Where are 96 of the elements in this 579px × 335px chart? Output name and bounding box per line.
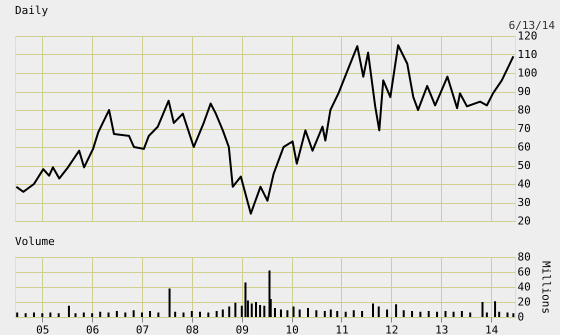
bar: [168, 288, 171, 317]
text: 6/13/14: [508, 19, 556, 32]
chart-title: Volume: [15, 235, 55, 248]
y-tick-label: 70: [518, 122, 531, 135]
bar: [352, 310, 355, 317]
bar: [250, 304, 253, 317]
bar: [82, 312, 85, 317]
bar: [207, 312, 210, 317]
y-tick-label: 0: [518, 310, 524, 324]
bar: [244, 282, 246, 317]
y-tick-label: 20: [518, 214, 531, 228]
bar: [428, 311, 430, 317]
bar: [330, 310, 332, 317]
x-tick-label: 09: [236, 324, 249, 335]
y-tick-label: 60: [518, 140, 531, 154]
bar: [378, 306, 380, 317]
chart-title: Daily: [15, 4, 48, 17]
bar: [199, 312, 202, 317]
bar: [132, 310, 135, 317]
bar: [482, 302, 484, 317]
bar: [307, 308, 310, 317]
bar: [49, 312, 52, 317]
bar: [32, 312, 35, 317]
bar: [190, 311, 193, 317]
x-tick-label: 14: [484, 324, 499, 335]
bar: [452, 312, 455, 317]
bar: [222, 310, 224, 317]
x-tick-label: 08: [186, 324, 199, 335]
y-axis-title: Millions: [540, 261, 553, 314]
y-tick-label: 60: [518, 266, 531, 278]
bar: [292, 306, 295, 317]
bar: [486, 312, 488, 317]
y-tick-label: 30: [518, 196, 531, 209]
bar: [74, 313, 76, 317]
x-tick-label: 10: [286, 324, 299, 335]
y-tick-label: 110: [518, 48, 538, 61]
bar: [41, 313, 44, 317]
bar: [182, 312, 184, 317]
x-tick-label: 07: [136, 324, 150, 335]
bar: [234, 302, 236, 317]
y-tick-label: 20: [518, 296, 531, 308]
bar: [395, 304, 398, 317]
bar: [259, 305, 262, 317]
bar: [58, 313, 60, 317]
bar: [24, 313, 27, 317]
bar: [174, 312, 176, 317]
line-series: [15, 44, 514, 215]
bar: [469, 312, 472, 317]
bar: [254, 302, 257, 317]
bar: [436, 312, 438, 317]
x-tick-label: 13: [435, 324, 448, 335]
bar: [263, 306, 266, 317]
y-tick-label: 40: [518, 178, 531, 190]
y-tick-label: 50: [518, 159, 531, 172]
y-tick-label: 120: [518, 30, 538, 42]
bar: [344, 312, 347, 317]
bar: [336, 311, 338, 317]
x-tick-label: 06: [86, 324, 100, 335]
y-tick-label: 80: [518, 250, 531, 264]
bar: [386, 310, 388, 317]
bar: [274, 308, 276, 317]
bar: [124, 312, 126, 317]
bar: [140, 312, 143, 317]
bar: [286, 310, 288, 317]
bar: [280, 310, 282, 317]
bar: [116, 311, 118, 317]
bar: [494, 301, 496, 317]
bar: [444, 311, 446, 317]
bar: [99, 312, 102, 317]
x-tick-label: 05: [36, 324, 50, 335]
bar: [324, 311, 326, 317]
bar: [149, 311, 152, 317]
bar: [91, 313, 94, 317]
bar: [411, 311, 414, 317]
bar: [361, 311, 364, 317]
x-tick-label: 11: [335, 324, 349, 335]
x-tick-label: 12: [385, 324, 398, 335]
bar: [16, 312, 18, 317]
bar: [157, 312, 160, 317]
bar: [108, 312, 110, 317]
bar: [372, 304, 374, 317]
bar: [68, 306, 70, 317]
y-tick-label: 90: [518, 85, 531, 98]
bar: [506, 312, 508, 317]
y-tick-label: 100: [518, 66, 538, 80]
bar: [419, 312, 422, 317]
y-tick-label: 40: [518, 280, 531, 294]
bar: [402, 310, 405, 317]
bar: [498, 312, 500, 317]
bar: [512, 313, 514, 317]
bar: [315, 310, 318, 317]
bar: [228, 306, 230, 317]
bar: [298, 310, 301, 317]
bar: [460, 311, 463, 317]
bar: [216, 311, 218, 317]
y-tick-label: 80: [518, 104, 531, 116]
